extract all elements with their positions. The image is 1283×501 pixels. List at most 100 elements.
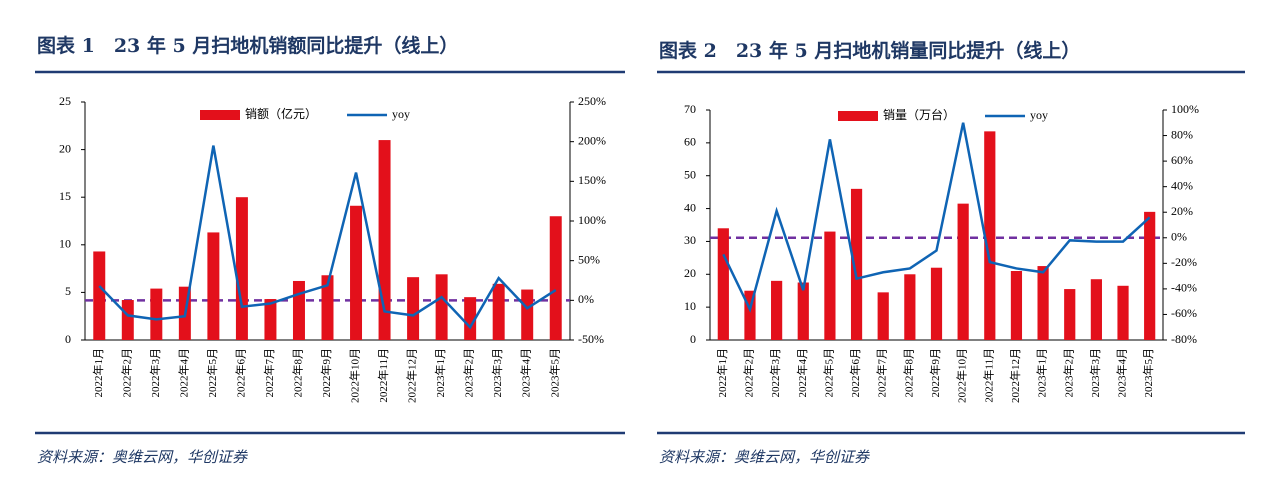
bar: [264, 299, 277, 340]
x-tick-label: 2023年5月: [547, 348, 561, 398]
y-tick-label: 0: [65, 332, 71, 346]
bar: [717, 228, 729, 340]
bar: [797, 282, 809, 340]
x-tick-label: 2023年3月: [490, 348, 504, 398]
y-tick-label: 25: [59, 94, 71, 108]
y-tick-label: 10: [59, 237, 71, 251]
y-tick-label: 10: [684, 299, 696, 313]
x-tick-label: 2022年7月: [262, 348, 276, 398]
bar: [121, 300, 134, 340]
bar: [435, 274, 448, 340]
x-tick-label: 2022年11月: [981, 348, 995, 403]
x-tick-label: 2022年1月: [91, 348, 105, 398]
x-tick-label: 2022年6月: [848, 348, 862, 398]
x-tick-label: 2023年5月: [1141, 348, 1155, 398]
bar: [1010, 271, 1023, 340]
x-tick-label: 2022年10月: [348, 348, 362, 403]
bar: [904, 274, 916, 340]
y-tick-label: 40: [684, 200, 696, 214]
bar: [407, 277, 420, 340]
x-tick-label: 2023年4月: [519, 348, 533, 398]
bar: [1117, 285, 1129, 340]
legend-swatch: [200, 110, 240, 120]
y2-tick-label: 0%: [1171, 230, 1187, 244]
bar: [150, 288, 163, 340]
bar: [1064, 289, 1076, 340]
y2-tick-label: 60%: [1171, 153, 1193, 167]
x-tick-label: 2022年8月: [901, 348, 915, 398]
y2-tick-label: -60%: [1171, 306, 1197, 320]
bar: [549, 216, 562, 340]
x-tick-label: 2023年2月: [1061, 348, 1075, 398]
y-tick-label: 20: [684, 266, 696, 280]
legend-label: 销量（万台）: [883, 107, 955, 122]
x-tick-label: 2022年3月: [148, 348, 162, 398]
chart-title: 图表 1 23 年 5 月扫地机销额同比提升（线上）: [37, 34, 458, 57]
legend-label: yoy: [1030, 108, 1048, 122]
bar: [877, 292, 889, 340]
x-tick-label: 2022年12月: [1008, 348, 1022, 403]
legend-swatch: [838, 111, 878, 121]
x-tick-label: 2023年3月: [1088, 348, 1102, 398]
y-tick-label: 50: [684, 167, 696, 181]
bar: [521, 289, 534, 340]
y2-tick-label: 100%: [578, 213, 606, 227]
bar: [492, 283, 505, 340]
y-tick-label: 60: [684, 135, 696, 149]
bar: [957, 203, 969, 340]
y2-tick-label: -80%: [1171, 332, 1197, 346]
source: 资料来源：奥维云网，华创证券: [659, 448, 870, 466]
bar: [930, 267, 943, 340]
x-tick-label: 2022年10月: [955, 348, 969, 403]
line: [722, 122, 1151, 313]
y-tick-label: 20: [59, 141, 71, 155]
y-tick-label: 5: [65, 284, 71, 298]
chart-title: 图表 2 23 年 5 月扫地机销量同比提升（线上）: [659, 39, 1080, 62]
y2-tick-label: 200%: [578, 133, 606, 147]
y2-tick-label: -50%: [578, 332, 604, 346]
y-tick-label: 15: [59, 189, 71, 203]
x-tick-label: 2022年4月: [176, 348, 190, 398]
x-tick-label: 2022年4月: [795, 348, 809, 398]
x-tick-label: 2022年7月: [875, 348, 889, 398]
x-tick-label: 2022年2月: [119, 348, 133, 398]
x-tick-label: 2023年4月: [1115, 348, 1129, 398]
y2-tick-label: 80%: [1171, 127, 1193, 141]
source: 资料来源：奥维云网，华创证券: [37, 448, 248, 466]
bar: [464, 297, 477, 340]
bar: [378, 140, 391, 340]
y2-tick-label: 20%: [1171, 204, 1193, 218]
bar: [824, 231, 836, 340]
x-tick-label: 2022年11月: [376, 348, 390, 403]
bar: [321, 275, 334, 340]
x-tick-label: 2022年5月: [205, 348, 219, 398]
bar: [984, 131, 996, 340]
x-tick-label: 2022年12月: [405, 348, 419, 403]
y2-tick-label: 40%: [1171, 178, 1193, 192]
y2-tick-label: 250%: [578, 94, 606, 108]
y2-tick-label: 100%: [1171, 102, 1199, 116]
x-tick-label: 2023年1月: [1035, 348, 1049, 398]
y2-tick-label: 50%: [578, 252, 600, 266]
bar: [850, 188, 863, 340]
x-tick-label: 2022年6月: [233, 348, 247, 398]
bar: [235, 197, 248, 340]
x-tick-label: 2022年1月: [715, 348, 729, 398]
x-tick-label: 2023年1月: [433, 348, 447, 398]
x-tick-label: 2022年3月: [768, 348, 782, 398]
x-tick-label: 2022年2月: [742, 348, 756, 398]
legend-label: 销额（亿元）: [245, 106, 317, 121]
bar: [1144, 211, 1156, 340]
x-tick-label: 2023年2月: [462, 348, 476, 398]
x-tick-label: 2022年5月: [821, 348, 835, 398]
legend-label: yoy: [392, 107, 410, 121]
bar: [1090, 279, 1102, 340]
bar: [771, 280, 783, 340]
x-tick-label: 2022年9月: [928, 348, 942, 398]
y2-tick-label: -20%: [1171, 255, 1197, 269]
x-tick-label: 2022年9月: [319, 348, 333, 398]
bar: [744, 290, 756, 340]
bar: [207, 232, 220, 340]
y2-tick-label: 150%: [578, 173, 606, 187]
